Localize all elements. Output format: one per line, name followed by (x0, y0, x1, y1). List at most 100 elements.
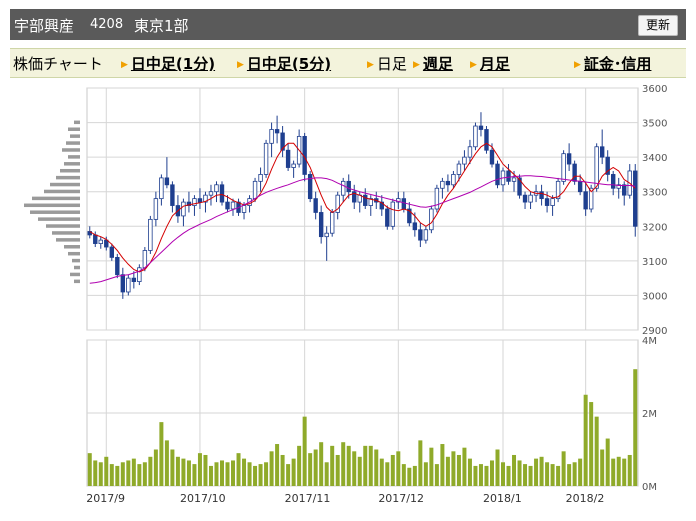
tab-daily[interactable]: ▶ 日足 (367, 53, 407, 74)
volume-bar (208, 465, 213, 486)
candle-body (566, 153, 572, 165)
volume-bar (231, 460, 236, 486)
candle-body (274, 129, 280, 134)
candle-body (170, 184, 175, 206)
volume-bar (374, 449, 379, 486)
stock-title-bar: 宇部興産 4208 東京1部 更新 (10, 9, 686, 40)
candle-body (462, 156, 467, 165)
tab-intraday-5min[interactable]: ▶ 日中足(5分) (237, 53, 331, 74)
profile-bar (74, 120, 80, 125)
tab-monthly[interactable]: ▶ 月足 (470, 53, 510, 74)
volume-bar (385, 462, 390, 486)
volume-bar (578, 458, 583, 486)
profile-bar (56, 175, 80, 180)
volume-bar (368, 445, 373, 486)
candle-body (263, 142, 269, 175)
x-tick-label: 2018/1 (483, 492, 522, 505)
tab-arrow-icon: ▶ (413, 60, 420, 70)
candle-body (401, 198, 407, 210)
candle-body (368, 198, 373, 206)
tab-weekly[interactable]: ▶ 週足 (413, 53, 453, 74)
candle-body (429, 208, 434, 231)
candle-body (137, 267, 142, 282)
volume-bar (390, 454, 395, 486)
candle-body (335, 194, 340, 213)
volume-bar (341, 442, 346, 486)
profile-bar (24, 203, 80, 208)
candle-body (583, 191, 588, 210)
volume-bar (456, 454, 461, 486)
price-tick-label: 3200 (642, 222, 667, 233)
tab-arrow-icon: ▶ (237, 60, 244, 70)
volume-bar (616, 456, 621, 486)
volume-bar (214, 462, 219, 486)
volume-bar (330, 445, 335, 486)
candle-body (528, 194, 533, 203)
volume-bar (275, 444, 280, 486)
candle-body (93, 234, 98, 244)
volume-bar (93, 460, 98, 486)
volume-bar (269, 451, 274, 486)
volume-bar (164, 440, 169, 486)
volume-bar (445, 456, 450, 486)
tab-label-stock-chart: 株価チャート (13, 55, 103, 73)
volume-bar (600, 449, 605, 486)
candle-body (324, 232, 329, 238)
candle-body (473, 125, 478, 148)
candle-body (407, 208, 412, 224)
volume-bar (346, 445, 351, 486)
volume-bar (197, 453, 202, 486)
x-tick-label: 2017/11 (285, 492, 331, 505)
profile-bar (30, 210, 80, 214)
candle-body (352, 191, 357, 203)
volume-bar (159, 422, 164, 486)
volume-bar (423, 462, 428, 486)
volume-tick-label: 2M (642, 409, 657, 420)
candle-body (126, 277, 131, 293)
tab-intraday-1min[interactable]: ▶ 日中足(1分) (121, 53, 215, 74)
volume-bar (622, 458, 627, 486)
tab-label: 日足 (376, 55, 407, 73)
candle-body (599, 146, 605, 158)
volume-bar (131, 458, 136, 486)
profile-bar (44, 189, 80, 194)
candle-body (341, 180, 346, 196)
volume-bar (264, 462, 269, 486)
market-name: 東京1部 (134, 17, 189, 35)
profile-bar (32, 196, 80, 201)
volume-bar (236, 453, 241, 486)
profile-bar (74, 279, 80, 284)
volume-bar (633, 369, 638, 486)
company-name: 宇部興産 (14, 17, 75, 35)
volume-bar (297, 445, 302, 486)
profile-bar (62, 148, 80, 152)
profile-bar (38, 217, 80, 221)
candle-body (131, 277, 137, 282)
tab-label: 日中足(5分) (246, 55, 332, 73)
volume-bar (148, 456, 153, 486)
refresh-button[interactable]: 更新 (638, 15, 678, 36)
candle-body (203, 194, 208, 203)
candle-body (588, 187, 594, 210)
volume-bar (302, 416, 307, 486)
candle-body (484, 129, 489, 151)
profile-bar (68, 155, 80, 159)
volume-bar (319, 442, 324, 486)
candle-body (522, 194, 528, 203)
volume-bar (192, 464, 197, 486)
candle-body (241, 205, 247, 213)
volume-bar (225, 462, 230, 486)
stock-code: 4208 (90, 17, 124, 32)
candle-body (159, 177, 164, 200)
candle-body (517, 177, 522, 196)
volume-bar (335, 454, 340, 486)
volume-bar (556, 465, 561, 486)
candle-body (269, 129, 274, 144)
volume-bar (434, 464, 439, 486)
candle-body (616, 184, 621, 189)
tab-margin-credit[interactable]: ▶ 証金･信用 (574, 53, 651, 74)
profile-bar (66, 141, 80, 145)
candle-body (467, 146, 473, 158)
tab-label: 日中足(1分) (130, 55, 216, 73)
volume-bar (473, 465, 478, 486)
